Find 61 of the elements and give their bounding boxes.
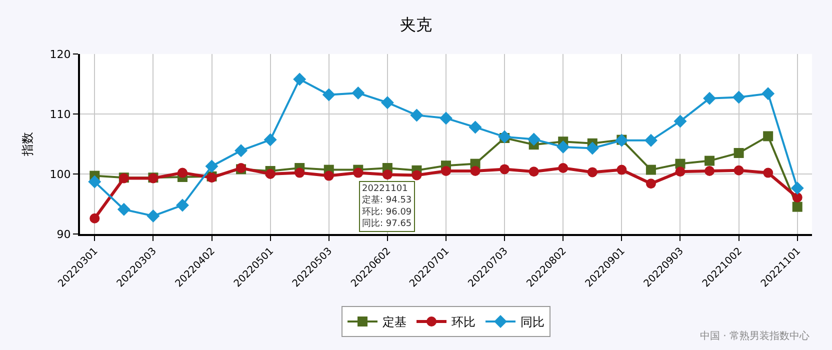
point <box>322 88 336 102</box>
point <box>468 120 482 134</box>
point <box>410 108 424 122</box>
point <box>146 210 160 222</box>
point <box>440 112 452 125</box>
y-tick-label: 100 <box>50 168 71 181</box>
point <box>734 165 744 176</box>
point <box>558 163 568 173</box>
y-tick-label: 120 <box>50 48 71 61</box>
point <box>294 168 305 178</box>
point <box>88 175 102 188</box>
point <box>704 166 715 176</box>
point <box>90 213 100 224</box>
point <box>353 168 364 178</box>
point <box>382 170 392 180</box>
point <box>352 86 365 100</box>
point <box>646 164 656 175</box>
legend-label: 环比 <box>452 315 476 330</box>
point <box>586 142 599 155</box>
point <box>675 166 686 177</box>
point <box>265 169 276 179</box>
point <box>470 166 480 176</box>
point <box>556 140 570 154</box>
point <box>205 160 218 173</box>
point <box>734 148 744 158</box>
text: 中国 · 常熟男装指数中心 <box>700 330 810 342</box>
legend-label: 定基 <box>382 315 406 330</box>
point <box>528 166 539 177</box>
point <box>324 170 334 181</box>
point <box>293 72 306 86</box>
point <box>412 170 422 180</box>
y-tick-label: 90 <box>56 228 71 241</box>
point <box>703 92 716 105</box>
point <box>616 164 627 175</box>
y-tick-label: 110 <box>50 108 71 121</box>
point <box>790 182 804 195</box>
point <box>762 87 775 100</box>
point <box>792 202 802 212</box>
point <box>176 198 189 212</box>
point <box>234 144 248 158</box>
point <box>644 134 658 147</box>
point <box>264 133 277 146</box>
point <box>117 202 130 216</box>
point <box>763 131 774 142</box>
point <box>704 156 715 166</box>
point <box>177 168 188 178</box>
annotation: 20221101 定基: 94.53 环比: 96.09 同比: 97.65 <box>362 184 412 230</box>
point <box>674 114 687 128</box>
y-axis-title: 指数 <box>20 132 35 157</box>
chart-title: 夹克 <box>400 15 432 34</box>
legend-label: 同比 <box>520 315 544 330</box>
point <box>646 178 656 189</box>
point <box>732 90 746 104</box>
point <box>498 130 512 144</box>
point <box>587 167 598 178</box>
point <box>792 192 802 202</box>
point <box>441 166 451 176</box>
point <box>380 96 394 110</box>
point <box>763 168 774 178</box>
point <box>527 132 540 146</box>
point <box>500 164 510 174</box>
